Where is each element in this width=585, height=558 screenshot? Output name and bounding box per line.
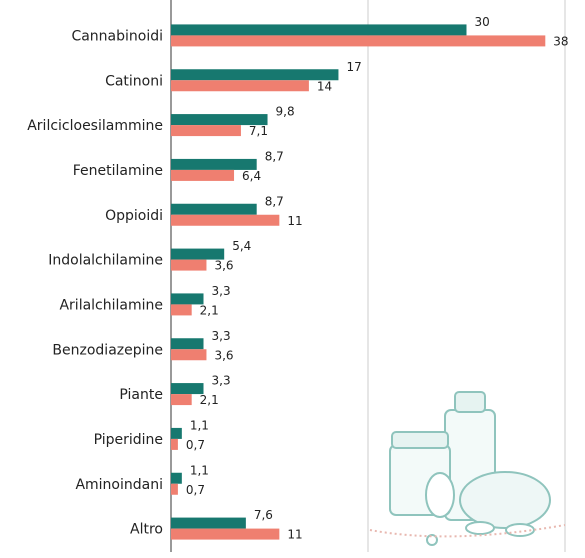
bar bbox=[171, 35, 546, 47]
bar bbox=[171, 158, 257, 170]
category-label: Piante bbox=[119, 387, 163, 403]
bar bbox=[171, 293, 204, 305]
bar bbox=[171, 248, 225, 260]
bar bbox=[171, 528, 280, 540]
bar bbox=[171, 24, 467, 36]
bar bbox=[171, 338, 204, 350]
value-label: 2,1 bbox=[200, 393, 219, 407]
bar bbox=[171, 472, 182, 484]
category-label: Altro bbox=[130, 522, 163, 538]
value-label: 1,1 bbox=[190, 418, 209, 432]
value-label: 3,6 bbox=[214, 259, 233, 273]
value-label: 8,7 bbox=[265, 194, 284, 208]
category-label: Catinoni bbox=[105, 73, 163, 89]
bar bbox=[171, 483, 178, 495]
value-label: 7,1 bbox=[249, 124, 268, 138]
bar bbox=[171, 427, 182, 439]
category-label: Oppioidi bbox=[105, 208, 163, 224]
value-label: 8,7 bbox=[265, 149, 284, 163]
value-label: 3,3 bbox=[212, 374, 231, 388]
value-label: 7,6 bbox=[254, 508, 273, 522]
value-label: 38 bbox=[553, 34, 568, 48]
value-label: 1,1 bbox=[190, 463, 209, 477]
bar bbox=[171, 214, 280, 226]
value-label: 17 bbox=[346, 60, 361, 74]
category-label: Arilcicloesilammine bbox=[27, 118, 163, 134]
category-label: Benzodiazepine bbox=[52, 342, 163, 358]
bar bbox=[171, 438, 178, 450]
bar bbox=[171, 517, 246, 529]
bar bbox=[171, 125, 241, 137]
bar bbox=[171, 69, 339, 81]
value-label: 2,1 bbox=[200, 303, 219, 317]
bar bbox=[171, 203, 257, 215]
value-label: 0,7 bbox=[186, 438, 205, 452]
bar bbox=[171, 383, 204, 395]
value-label: 14 bbox=[317, 79, 332, 93]
category-label: Arilalchilamine bbox=[59, 297, 163, 313]
value-label: 0,7 bbox=[186, 483, 205, 497]
bar bbox=[171, 169, 235, 181]
value-label: 3,3 bbox=[212, 329, 231, 343]
category-label: Indolalchilamine bbox=[48, 253, 163, 269]
bar bbox=[171, 80, 309, 92]
value-label: 3,3 bbox=[212, 284, 231, 298]
value-label: 3,6 bbox=[214, 348, 233, 362]
bar bbox=[171, 114, 268, 126]
value-label: 11 bbox=[287, 214, 302, 228]
category-label: Cannabinoidi bbox=[71, 28, 163, 44]
bar bbox=[171, 394, 192, 406]
bar bbox=[171, 259, 207, 271]
value-label: 6,4 bbox=[242, 169, 261, 183]
value-label: 30 bbox=[475, 15, 490, 29]
value-label: 9,8 bbox=[276, 105, 295, 119]
bar bbox=[171, 304, 192, 316]
pill-illustration bbox=[369, 391, 566, 546]
category-label: Aminoindani bbox=[75, 477, 163, 493]
category-label: Fenetilamine bbox=[73, 163, 163, 179]
category-label: Piperidine bbox=[94, 432, 163, 448]
value-label: 5,4 bbox=[232, 239, 251, 253]
value-label: 11 bbox=[287, 528, 302, 542]
bar bbox=[171, 349, 207, 361]
